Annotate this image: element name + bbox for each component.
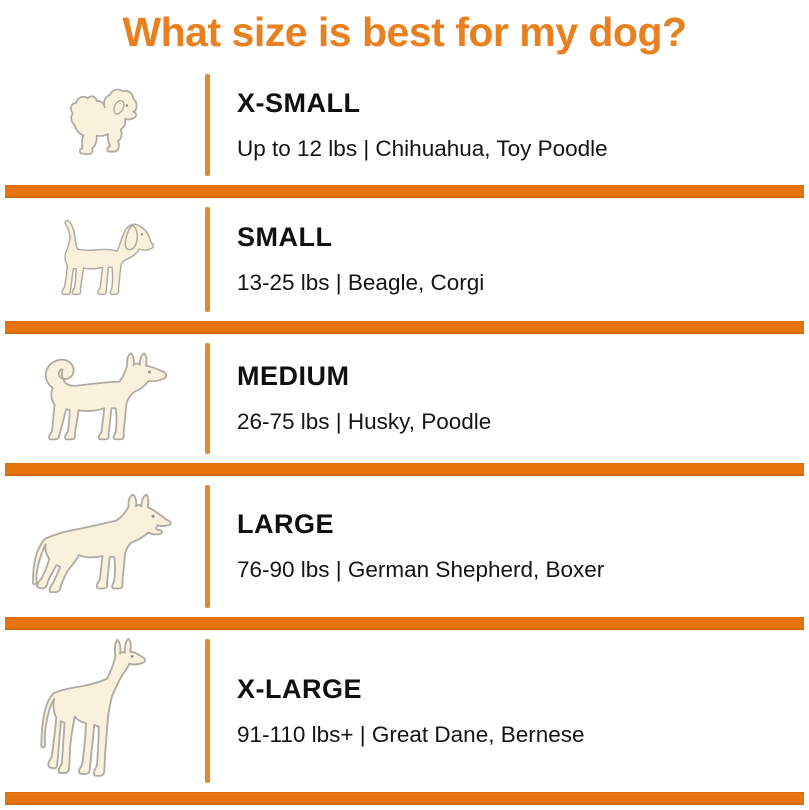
medium-text: MEDIUM 26-75 lbs | Husky, Poodle [210,363,491,434]
size-row-xsmall: X-SMALL Up to 12 lbs | Chihuahua, Toy Po… [0,65,809,185]
xsmall-text: X-SMALL Up to 12 lbs | Chihuahua, Toy Po… [210,87,608,161]
vertical-divider [205,207,210,312]
size-desc-large: 76-90 lbs | German Shepherd, Boxer [237,557,605,583]
beagle-dog-icon [61,219,155,295]
xsmall-fluffy-dog-icon [70,88,138,156]
size-desc-xsmall: Up to 12 lbs | Chihuahua, Toy Poodle [237,135,608,161]
xlarge-dog-illustration [0,630,205,792]
great-dane-dog-icon [40,637,146,777]
size-row-small: SMALL 13-25 lbs | Beagle, Corgi [0,198,809,321]
row-divider [5,185,804,198]
size-row-medium: MEDIUM 26-75 lbs | Husky, Poodle [0,334,809,463]
vertical-divider [205,639,210,783]
row-divider [5,617,804,630]
large-dog-illustration [0,476,205,617]
size-row-large: LARGE 76-90 lbs | German Shepherd, Boxer [0,476,809,617]
title-bar: What size is best for my dog? [0,0,809,65]
large-text: LARGE 76-90 lbs | German Shepherd, Boxer [210,511,604,582]
size-desc-xlarge: 91-110 lbs+ | Great Dane, Bernese [237,721,585,747]
size-label-medium: MEDIUM [237,361,350,392]
small-dog-illustration [0,198,205,321]
vertical-divider [205,74,210,176]
small-text: SMALL 13-25 lbs | Beagle, Corgi [210,224,484,295]
page-title: What size is best for my dog? [122,9,687,55]
husky-dog-icon [44,351,168,440]
size-label-xlarge: X-LARGE [237,673,362,704]
size-row-xlarge: X-LARGE 91-110 lbs+ | Great Dane, Bernes… [0,630,809,792]
size-label-small: SMALL [237,222,333,253]
row-divider [5,321,804,334]
size-label-xsmall: X-SMALL [237,87,361,118]
xlarge-text: X-LARGE 91-110 lbs+ | Great Dane, Bernes… [210,673,585,747]
xsmall-dog-illustration [0,65,205,185]
vertical-divider [205,485,210,608]
german-shepherd-dog-icon [31,493,172,593]
vertical-divider [205,343,210,454]
size-desc-medium: 26-75 lbs | Husky, Poodle [237,409,492,435]
medium-dog-illustration [0,334,205,463]
row-divider [5,463,804,476]
bottom-bar [5,792,804,805]
size-label-large: LARGE [237,509,334,540]
size-desc-small: 13-25 lbs | Beagle, Corgi [237,270,485,296]
